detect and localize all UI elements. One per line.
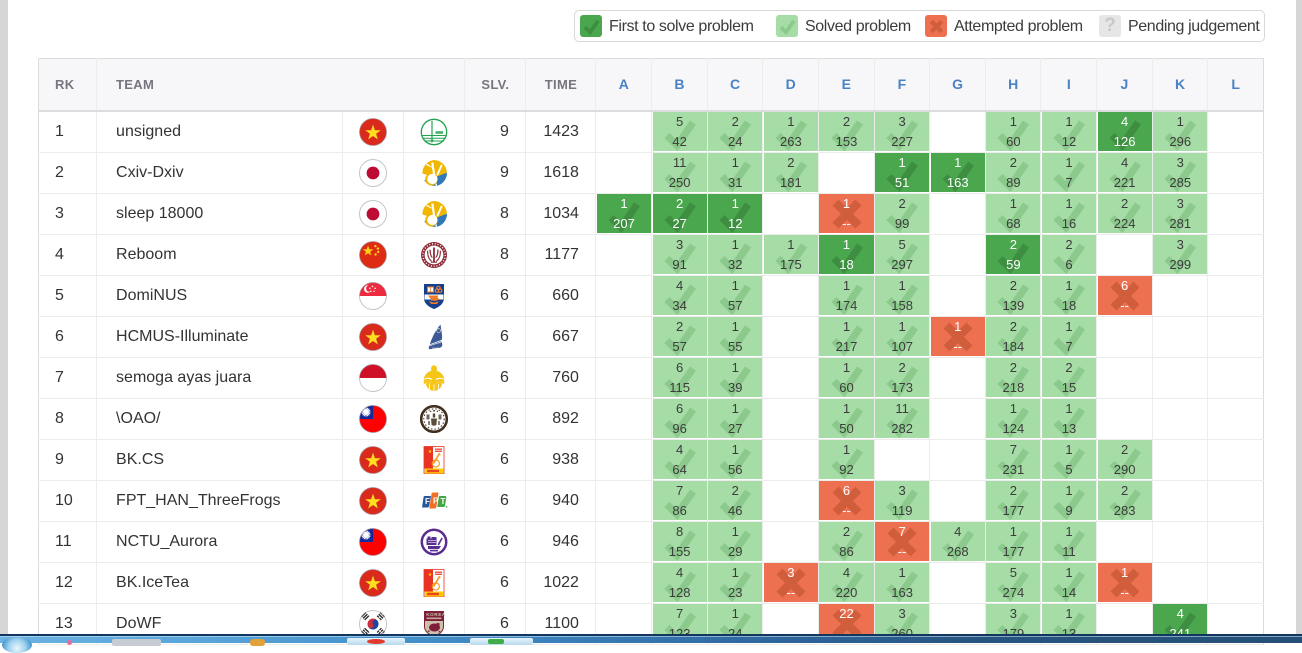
svg-text:F: F — [425, 497, 430, 506]
svg-text:KOREA: KOREA — [427, 612, 447, 617]
svg-text:P: P — [433, 496, 439, 505]
svg-text:T: T — [441, 497, 446, 506]
